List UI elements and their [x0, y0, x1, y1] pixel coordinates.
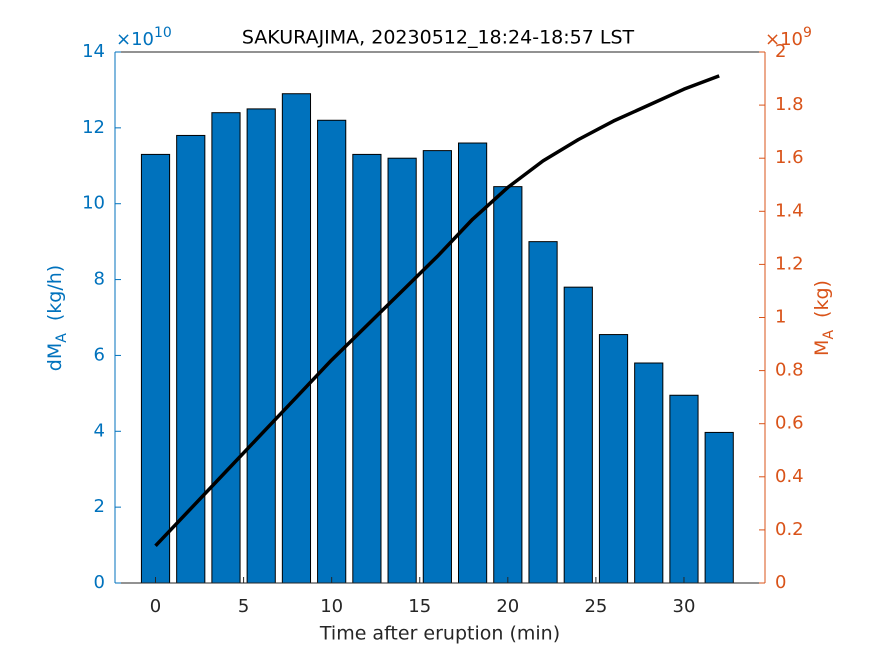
y-exponent: ×1010	[116, 25, 172, 50]
y2-tick-label: 0.2	[775, 519, 804, 540]
chart-title: SAKURAJIMA, 20230512_18:24-18:57 LST	[242, 27, 635, 49]
x-tick-label: 20	[496, 596, 519, 617]
bar	[140, 153, 171, 584]
bar	[457, 142, 488, 584]
y-tick-label: 4	[94, 420, 105, 441]
y2-tick-label: 1	[775, 307, 786, 328]
x-axis-label: Time after eruption (min)	[319, 623, 560, 645]
y-axis-label: dMA (kg/h)	[44, 265, 71, 371]
y2-exponent: ×109	[765, 25, 812, 50]
y-label-sub: A	[54, 333, 70, 343]
x-tick-label: 5	[238, 596, 249, 617]
bar	[634, 362, 664, 584]
y-tick-label: 10	[82, 193, 105, 214]
y2-exponent-base: ×10	[765, 29, 803, 50]
y-tick-label: 8	[94, 269, 105, 290]
y-exponent-power: 10	[154, 25, 172, 41]
y2-label-main: M	[811, 340, 833, 356]
y2-tick-label: 1.6	[775, 147, 804, 168]
y2-tick-label: 0.4	[775, 466, 804, 487]
x-tick-label: 15	[408, 596, 431, 617]
bar	[528, 241, 558, 584]
y-tick-label: 14	[82, 41, 105, 62]
bar	[669, 394, 699, 584]
y2-tick-label: 0.8	[775, 360, 804, 381]
bar	[176, 134, 206, 584]
y2-tick-label: 0.6	[775, 413, 804, 434]
y2-tick-label: 0	[775, 572, 786, 593]
x-tick-label: 0	[150, 596, 161, 617]
x-tick-label: 30	[673, 596, 696, 617]
y2-exponent-power: 9	[803, 25, 812, 41]
y-label-main: dM	[44, 343, 66, 371]
y2-axis-label: MA (kg)	[811, 280, 838, 356]
y2-tick-label: 1.4	[775, 200, 804, 221]
y2-label-sub: A	[821, 330, 837, 340]
y-exponent-base: ×10	[116, 29, 154, 50]
y2-tick-label: 1.8	[775, 94, 804, 115]
bar	[281, 93, 312, 584]
y2-label-unit: (kg)	[811, 280, 833, 318]
y2-tick-label: 1.2	[775, 253, 804, 274]
bar	[493, 186, 523, 584]
line	[154, 74, 720, 548]
bar	[422, 150, 452, 584]
bar	[563, 286, 593, 584]
bar	[704, 431, 734, 584]
x-tick-label: 10	[320, 596, 343, 617]
bar	[598, 334, 629, 584]
y2-tick-label: 2	[775, 41, 786, 62]
bar	[387, 157, 417, 584]
bar	[352, 153, 382, 584]
x-tick-label: 25	[584, 596, 607, 617]
y-tick-label: 12	[82, 117, 105, 138]
y-label-unit: (kg/h)	[44, 265, 66, 321]
y-tick-label: 2	[94, 496, 105, 517]
bar	[246, 108, 276, 584]
y-tick-label: 0	[94, 572, 105, 593]
y-tick-label: 6	[94, 344, 105, 365]
bar	[211, 112, 241, 584]
